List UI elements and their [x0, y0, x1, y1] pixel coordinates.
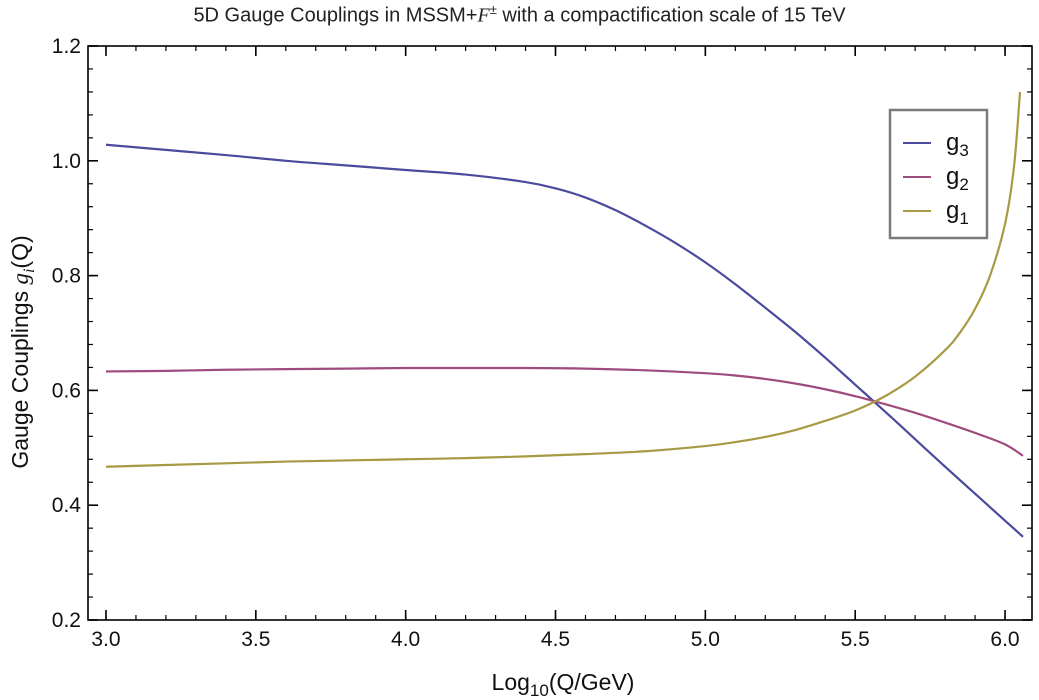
x-tick-label: 5.0: [691, 628, 720, 651]
x-tick-label: 5.5: [841, 628, 870, 651]
y-axis-title: Gauge Couplings gi(Q): [7, 235, 38, 468]
legend-entry-g3: g3: [903, 129, 969, 160]
y-tick-label: 0.8: [52, 265, 81, 288]
x-axis-title: Log10(Q/GeV): [492, 669, 635, 700]
y-tick-label: 1.0: [52, 150, 81, 173]
legend-label-g3: g3: [946, 129, 969, 160]
legend-entry-g2: g2: [903, 163, 969, 194]
axes: 3.0 3.5 4.0 4.5 5.0 5.5 6.0 0.2 0.4 0.6 0.8 1.0 1.2: [52, 35, 1033, 651]
x-tick-label: 3.0: [91, 628, 120, 651]
x-tick-label: 6.0: [990, 628, 1019, 651]
legend: g3 g2 g1: [888, 108, 989, 240]
series-line-g3: [105, 143, 1024, 538]
chart-title: 5D Gauge Couplings in MSSM+F± with a com…: [193, 2, 846, 27]
series-line-g1: [105, 91, 1022, 468]
x-tick-label: 4.5: [541, 628, 570, 651]
legend-label-g2: g2: [946, 163, 969, 194]
series-lines: [105, 91, 1024, 538]
series-line-g2: [105, 366, 1024, 457]
y-tick-label: 0.6: [52, 379, 81, 402]
y-tick-label: 1.2: [52, 35, 81, 58]
y-tick-label: 0.4: [52, 494, 82, 517]
legend-entry-g1: g1: [903, 197, 969, 228]
plot-frame: [87, 45, 1033, 621]
legend-label-g1: g1: [946, 197, 969, 228]
x-tick-label: 3.5: [241, 628, 270, 651]
x-tick-label: 4.0: [391, 628, 420, 651]
y-tick-label: 0.2: [52, 609, 81, 632]
legend-box: [888, 108, 989, 240]
